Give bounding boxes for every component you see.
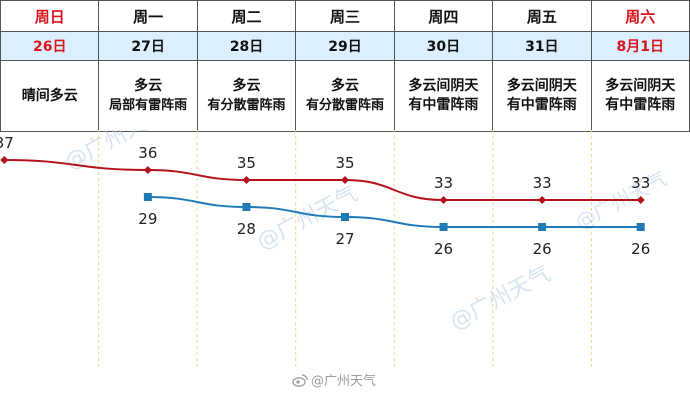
weibo-icon bbox=[292, 373, 308, 387]
low-temp-label: 26 bbox=[631, 240, 650, 258]
date-label: 27日 bbox=[131, 39, 165, 55]
high-temp-label: 33 bbox=[434, 174, 453, 192]
weather-line: 多云间阴天 bbox=[408, 78, 479, 94]
temperature-chart: @广州天气 @广州天气 @广州天气 @广州天气 3736353533333329… bbox=[0, 130, 671, 370]
day-label: 周六 bbox=[625, 7, 656, 26]
source-text: @广州天气 bbox=[311, 374, 377, 389]
high-temp-point bbox=[538, 196, 547, 204]
date-label: 29日 bbox=[328, 39, 362, 55]
date-label: 28日 bbox=[229, 39, 264, 55]
low-temp-label: 29 bbox=[138, 210, 157, 228]
low-temp-label: 28 bbox=[237, 220, 256, 238]
high-temp-point bbox=[0, 156, 9, 164]
date-label: 26日 bbox=[32, 39, 67, 55]
weather-line: 有中雷阵雨 bbox=[408, 97, 479, 113]
low-temp-point bbox=[143, 193, 152, 201]
low-temp-point bbox=[538, 223, 547, 231]
day-label: 周五 bbox=[526, 7, 557, 26]
day-label: 周一 bbox=[133, 7, 164, 26]
weather-line: 多云 bbox=[330, 78, 359, 94]
weather-line: 有分散雷阵雨 bbox=[207, 98, 286, 113]
weather-row: 晴间多云 多云 局部有雷阵雨 多云 有分散雷阵雨 多云 有分散雷阵雨 多云间阴天… bbox=[0, 60, 690, 132]
day-row: 周日 周一 周二 周三 周四 周五 周六 bbox=[0, 0, 690, 32]
date-label: 8月1日 bbox=[616, 39, 664, 55]
date-cell: 28日 bbox=[196, 31, 297, 61]
date-row: 26日 27日 28日 29日 30日 31日 8月1日 bbox=[0, 31, 690, 61]
weather-line: 晴间多云 bbox=[21, 87, 78, 104]
date-cell: 8月1日 bbox=[590, 31, 690, 61]
chart-series: 37 36 35 35 33 33 33 29 28 27 26 26 26 bbox=[0, 134, 650, 258]
low-temp-label: 26 bbox=[434, 240, 453, 258]
weather-line: 有分散雷阵雨 bbox=[305, 98, 384, 113]
day-cell: 周五 bbox=[492, 0, 592, 32]
weather-cell: 晴间多云 bbox=[0, 60, 100, 132]
low-temp-point bbox=[636, 223, 645, 231]
day-cell: 周四 bbox=[393, 0, 494, 32]
weather-cell: 多云 有分散雷阵雨 bbox=[196, 60, 297, 132]
low-temp-label: 26 bbox=[533, 240, 552, 258]
high-temp-label: 36 bbox=[138, 144, 157, 162]
date-label: 31日 bbox=[525, 39, 559, 55]
date-cell: 30日 bbox=[393, 31, 494, 61]
low-temp-point bbox=[341, 213, 349, 221]
forecast-table: 周日 周一 周二 周三 周四 周五 周六 26日 27日 28日 29日 30日… bbox=[0, 0, 690, 132]
weather-line: 有中雷阵雨 bbox=[506, 97, 577, 113]
weather-line: 多云间阴天 bbox=[506, 78, 577, 94]
low-temp-line bbox=[147, 196, 641, 228]
day-cell: 周二 bbox=[196, 0, 297, 32]
day-label: 周二 bbox=[231, 7, 262, 26]
weather-cell: 多云 有分散雷阵雨 bbox=[295, 60, 395, 132]
low-temp-label: 27 bbox=[335, 230, 354, 248]
weather-line: 有中雷阵雨 bbox=[605, 97, 676, 113]
low-temp-point bbox=[242, 203, 251, 211]
day-label: 周四 bbox=[428, 7, 459, 26]
weather-cell: 多云间阴天 有中雷阵雨 bbox=[393, 60, 494, 132]
weather-line: 多云间阴天 bbox=[605, 78, 676, 94]
day-cell: 周六 bbox=[590, 0, 690, 32]
low-temp-point bbox=[439, 223, 448, 231]
weather-cell: 多云间阴天 有中雷阵雨 bbox=[492, 60, 592, 132]
date-label: 30日 bbox=[426, 39, 461, 55]
date-cell: 29日 bbox=[295, 31, 395, 61]
day-cell: 周日 bbox=[0, 0, 100, 32]
day-label: 周三 bbox=[329, 7, 360, 26]
high-temp-label: 35 bbox=[335, 154, 354, 172]
high-temp-point bbox=[143, 166, 152, 174]
weather-line: 局部有雷阵雨 bbox=[109, 98, 188, 113]
high-temp-point bbox=[341, 176, 349, 184]
day-cell: 周一 bbox=[98, 0, 198, 32]
day-cell: 周三 bbox=[295, 0, 395, 32]
chart-gridlines bbox=[98, 130, 592, 370]
high-temp-label: 37 bbox=[0, 134, 14, 152]
high-temp-label: 33 bbox=[631, 174, 650, 192]
date-cell: 31日 bbox=[492, 31, 592, 61]
day-label: 周日 bbox=[34, 7, 65, 26]
date-cell: 27日 bbox=[98, 31, 198, 61]
watermark-text: @广州天气 bbox=[446, 262, 555, 336]
source-credit: @广州天气 bbox=[292, 370, 376, 389]
high-temp-point bbox=[242, 176, 251, 184]
date-cell: 26日 bbox=[0, 31, 100, 61]
high-temp-point bbox=[636, 196, 645, 204]
weather-cell: 多云 局部有雷阵雨 bbox=[98, 60, 198, 132]
weather-line: 多云 bbox=[134, 78, 163, 94]
high-temp-label: 33 bbox=[533, 174, 552, 192]
weather-line: 多云 bbox=[232, 78, 261, 94]
weather-cell: 多云间阴天 有中雷阵雨 bbox=[590, 60, 690, 132]
high-temp-point bbox=[439, 196, 448, 204]
high-temp-label: 35 bbox=[237, 154, 256, 172]
